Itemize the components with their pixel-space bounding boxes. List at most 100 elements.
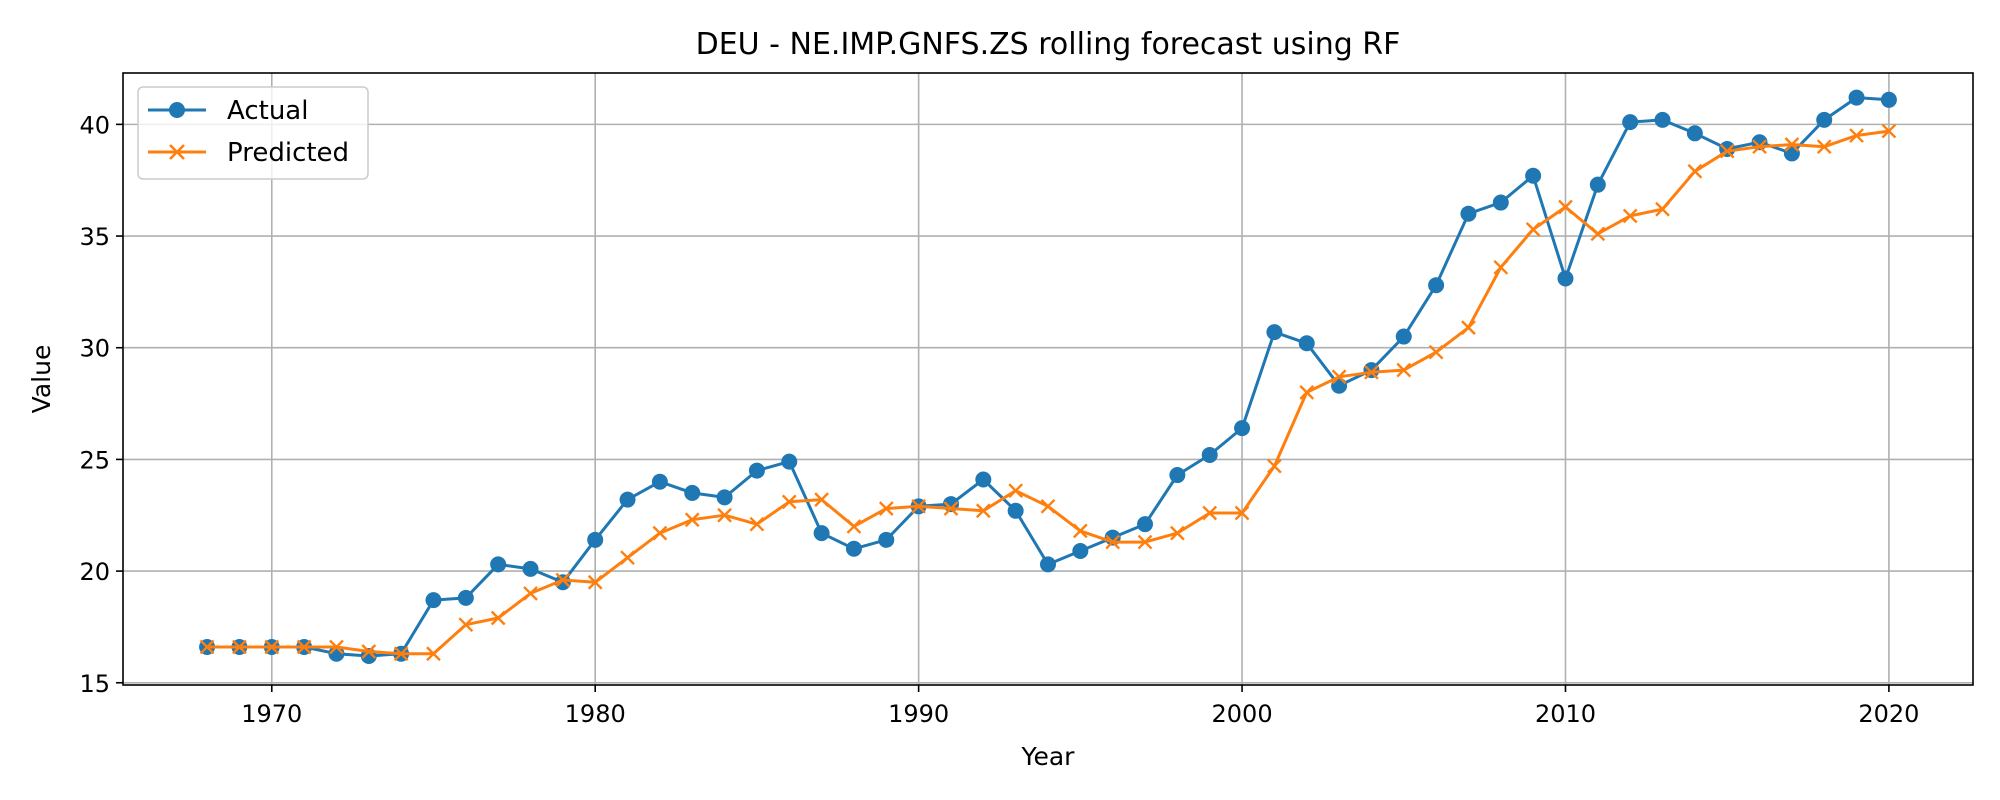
predicted-point (523, 586, 538, 601)
predicted-point (1752, 139, 1767, 155)
predicted-point (652, 525, 668, 541)
actual-point (554, 574, 571, 591)
predicted-point (1105, 534, 1121, 550)
x-tick-label: 2020 (1858, 700, 1919, 728)
actual-point (716, 489, 733, 506)
actual-point (1557, 270, 1574, 287)
y-tick-label: 30 (79, 335, 110, 363)
predicted-point (1364, 364, 1379, 380)
actual-point (1525, 167, 1542, 184)
y-tick-label: 40 (79, 111, 110, 139)
actual-point (587, 531, 604, 548)
actual-point (425, 592, 442, 609)
actual-point (1622, 114, 1639, 131)
predicted-point (1525, 222, 1541, 237)
predicted-point (199, 639, 215, 655)
predicted-point (1719, 143, 1735, 159)
grid (123, 73, 1973, 685)
actual-point (1072, 542, 1089, 559)
actual-point (1686, 125, 1703, 142)
predicted-point (846, 519, 862, 534)
actual-point (1654, 111, 1671, 128)
predicted-point (1396, 362, 1412, 378)
predicted-point (1461, 320, 1476, 335)
x-tick-label: 1970 (241, 700, 302, 728)
predicted-point (1202, 505, 1218, 521)
x-tick-label: 2010 (1535, 700, 1596, 728)
predicted-point (1040, 498, 1056, 514)
actual-point (522, 560, 539, 577)
actual-point (975, 471, 992, 488)
actual-point (1428, 277, 1445, 294)
predicted-point (296, 639, 312, 655)
predicted-point (426, 646, 441, 662)
predicted-point (393, 646, 409, 662)
predicted-point (1234, 505, 1250, 521)
actual-point (490, 556, 507, 573)
predicted-point (911, 498, 926, 514)
predicted-point (587, 574, 603, 590)
series-predicted (199, 123, 1897, 662)
legend-predicted-label: Predicted (227, 138, 349, 168)
actual-point (651, 473, 668, 490)
predicted-point (781, 494, 797, 510)
plot-frame (122, 72, 1974, 686)
predicted-point (1331, 369, 1347, 385)
predicted-point (620, 550, 635, 566)
actual-point (1492, 194, 1509, 211)
predicted-point (684, 512, 700, 528)
predicted-point (1008, 483, 1024, 499)
y-tick-label: 20 (79, 558, 110, 586)
actual-point (878, 531, 895, 548)
x-tick-label: 1980 (565, 700, 626, 728)
predicted-point (1590, 226, 1606, 242)
axis-ticks: 1970 1980 1990 2000 2010 2020 15 20 25 30 35 40 (79, 111, 1919, 728)
legend-actual-label: Actual (227, 96, 308, 126)
series-actual (199, 89, 1897, 664)
actual-point (1040, 556, 1056, 573)
predicted-point (264, 639, 280, 655)
predicted-point (749, 516, 765, 532)
actual-point (1880, 91, 1897, 108)
actual-point (1137, 516, 1154, 533)
y-tick-label: 35 (79, 223, 110, 251)
y-tick-label: 25 (79, 446, 110, 474)
series-layer (199, 89, 1897, 664)
predicted-point (1493, 259, 1509, 275)
actual-point (1816, 111, 1833, 128)
x-axis-label: Year (1021, 742, 1076, 771)
actual-point (1201, 446, 1218, 463)
predicted-point (1558, 199, 1573, 215)
actual-point (684, 484, 701, 501)
chart-title: DEU - NE.IMP.GNFS.ZS rolling forecast us… (696, 27, 1401, 62)
x-tick-label: 2000 (1212, 700, 1273, 728)
actual-point (1169, 467, 1186, 484)
y-axis-label: Value (27, 345, 56, 414)
legend: Actual Predicted (137, 86, 369, 180)
predicted-point (1072, 523, 1088, 539)
predicted-point (1816, 139, 1832, 155)
actual-point (1266, 324, 1283, 341)
x-tick-label: 1990 (888, 700, 949, 728)
predicted-point (329, 639, 344, 655)
legend-actual-marker (169, 102, 185, 118)
actual-point (781, 453, 798, 470)
predicted-point (814, 492, 829, 507)
actual-point (748, 462, 765, 479)
predicted-point (232, 639, 247, 655)
predicted-point (1849, 128, 1864, 143)
y-tick-label: 15 (79, 670, 110, 698)
predicted-point (943, 501, 959, 516)
actual-point (1783, 145, 1800, 162)
actual-point (1234, 420, 1251, 437)
predicted-point (555, 572, 571, 588)
predicted-point (1428, 344, 1444, 360)
actual-point (1007, 502, 1024, 519)
actual-point (1298, 335, 1315, 352)
predicted-point (458, 617, 474, 633)
actual-point (1589, 176, 1606, 193)
predicted-point (1655, 201, 1670, 217)
predicted-point (1299, 385, 1315, 400)
predicted-point (361, 644, 377, 659)
